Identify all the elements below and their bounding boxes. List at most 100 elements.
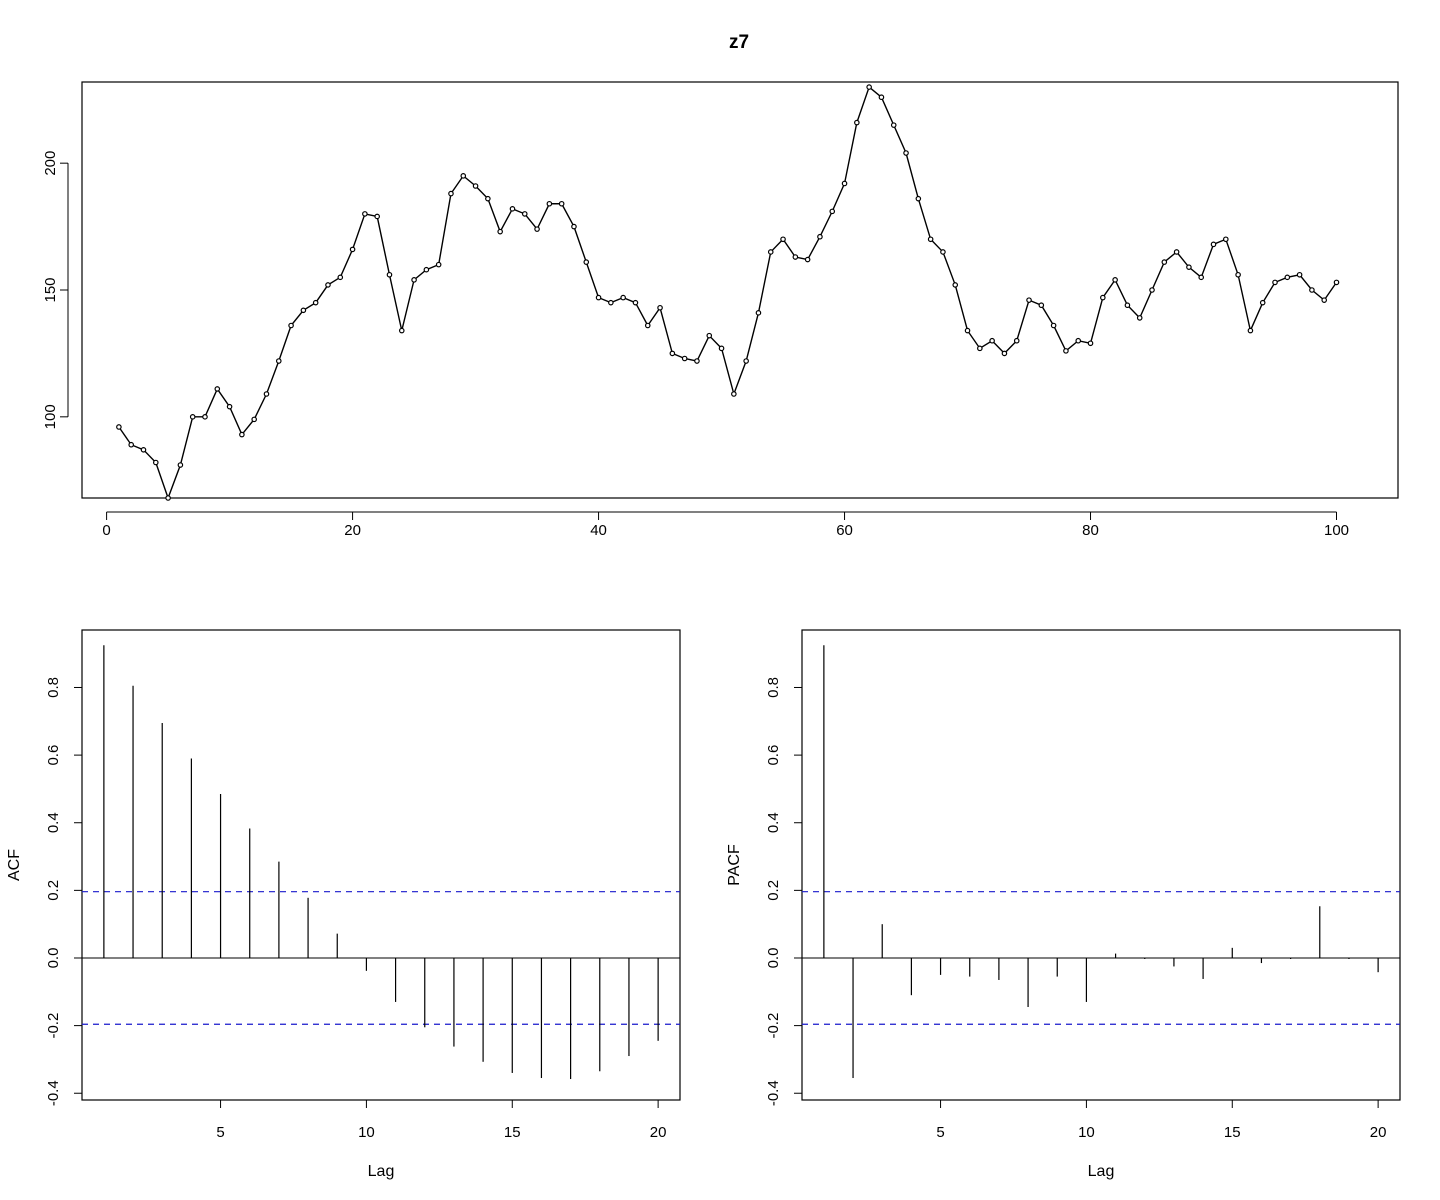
data-point <box>1149 287 1155 293</box>
data-point <box>1124 302 1131 309</box>
data-point <box>1198 274 1205 281</box>
chart-title: z7 <box>729 32 749 53</box>
data-point <box>915 195 922 202</box>
data-point <box>804 256 811 263</box>
acf-y-label: ACF <box>6 849 23 881</box>
data-point <box>792 254 799 260</box>
data-point <box>890 122 897 128</box>
x-tick-label: 0 <box>102 522 110 539</box>
data-point <box>977 345 983 352</box>
pacf-y-tick-label: 0.6 <box>765 745 782 766</box>
data-point <box>657 304 663 311</box>
data-point <box>1063 348 1069 354</box>
pacf-y-axis: -0.4 -0.2 0.0 0.2 0.4 0.6 0.8 <box>765 677 803 1106</box>
acf-y-tick-label: -0.4 <box>45 1080 62 1106</box>
data-point <box>300 307 307 314</box>
data-point <box>1112 277 1118 283</box>
pacf-x-tick-label: 5 <box>936 1124 944 1141</box>
data-point <box>817 233 823 240</box>
data-point <box>583 259 590 265</box>
data-point <box>1161 259 1168 265</box>
data-point <box>534 226 540 232</box>
data-point <box>952 282 959 288</box>
data-point <box>1284 274 1291 281</box>
y-axis: 100 150 200 <box>42 151 69 429</box>
data-point <box>595 294 602 301</box>
data-point <box>608 299 614 306</box>
pacf-x-label: Lag <box>1088 1163 1115 1180</box>
pacf-y-label: PACF <box>726 844 743 886</box>
acf-x-tick-label: 10 <box>358 1124 375 1141</box>
data-point <box>325 282 331 288</box>
data-point <box>239 431 245 438</box>
pacf-panel: 5 10 15 20 -0.4 -0.2 0.0 0.2 0.4 0.6 0.8 Lag PACF <box>726 629 1401 1180</box>
pacf-x-tick-label: 20 <box>1370 1124 1387 1141</box>
data-point <box>435 261 442 268</box>
data-point <box>275 358 282 364</box>
data-point <box>854 119 860 126</box>
acf-bars <box>82 645 680 1080</box>
pacf-y-tick-label: -0.4 <box>765 1080 782 1106</box>
data-point <box>1050 322 1057 329</box>
data-point <box>226 403 233 410</box>
data-point <box>1247 327 1254 334</box>
data-point <box>718 345 725 352</box>
y-tick-label: 200 <box>42 151 59 176</box>
pacf-y-tick-label: 0.2 <box>765 880 782 901</box>
data-point <box>1026 297 1032 303</box>
pacf-y-tick-label: -0.2 <box>765 1013 782 1039</box>
data-point <box>743 358 749 364</box>
data-point <box>1173 249 1180 255</box>
pacf-y-tick-label: 0.0 <box>765 948 782 969</box>
acf-panel: 5 10 15 20 -0.4 -0.2 0.0 0.2 0.4 0.6 0.8 Lag ACF <box>6 629 681 1180</box>
data-point <box>337 274 344 281</box>
acf-x-axis: 5 10 15 20 <box>216 1099 666 1141</box>
data-point <box>263 391 270 397</box>
data-point <box>472 183 479 189</box>
data-point <box>780 236 786 243</box>
data-point <box>1038 302 1045 309</box>
data-point <box>694 358 700 364</box>
y-tick-label: 100 <box>42 404 59 429</box>
pacf-y-tick-label: 0.8 <box>765 677 782 698</box>
data-point <box>1235 271 1241 278</box>
data-point <box>116 424 122 430</box>
data-point <box>1136 315 1143 321</box>
series-points <box>116 84 1340 501</box>
data-point <box>128 441 134 448</box>
data-point <box>411 277 417 283</box>
time-series-panel: z7 0 20 40 60 80 100 100 150 200 <box>42 32 1399 539</box>
data-point <box>903 150 909 156</box>
data-point <box>927 236 934 243</box>
data-point <box>140 447 147 453</box>
x-tick-label: 40 <box>590 522 607 539</box>
data-point <box>940 249 946 255</box>
data-point <box>509 206 516 212</box>
data-point <box>989 337 995 344</box>
acf-x-tick-label: 15 <box>504 1124 521 1141</box>
data-point <box>644 322 651 329</box>
acf-y-tick-label: 0.0 <box>45 948 62 969</box>
pacf-y-tick-label: 0.4 <box>765 812 782 833</box>
data-point <box>731 391 737 397</box>
pacf-bars <box>802 645 1400 1079</box>
data-point <box>374 213 380 220</box>
acf-y-tick-label: 0.8 <box>45 677 62 698</box>
y-tick-label: 150 <box>42 277 59 302</box>
data-point <box>497 228 503 235</box>
data-point <box>202 414 208 420</box>
x-tick-label: 80 <box>1082 522 1099 539</box>
data-point <box>214 386 221 392</box>
data-point <box>755 310 762 316</box>
data-point <box>312 299 319 306</box>
data-point <box>1333 279 1340 286</box>
data-point <box>866 84 872 90</box>
time-series-plot-frame <box>81 81 1399 499</box>
data-point <box>177 462 184 468</box>
data-point <box>620 294 626 301</box>
pacf-x-axis: 5 10 15 20 <box>936 1099 1387 1141</box>
data-point <box>669 350 676 357</box>
x-tick-label: 100 <box>1324 522 1349 539</box>
acf-y-tick-label: 0.6 <box>45 745 62 766</box>
data-point <box>1309 287 1315 293</box>
